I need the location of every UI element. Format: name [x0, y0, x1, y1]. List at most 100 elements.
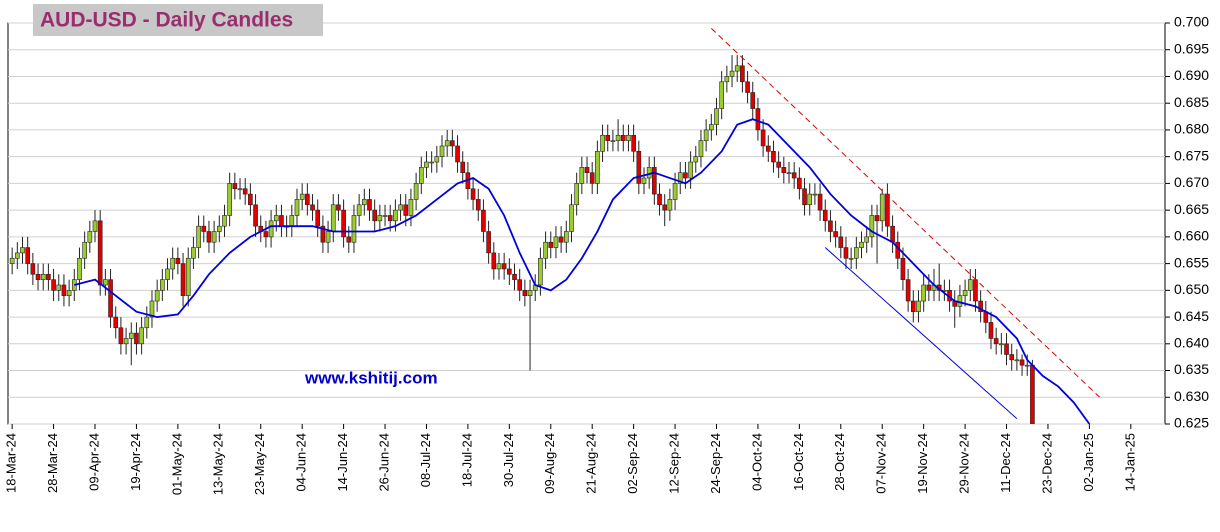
candle-body [755, 108, 761, 131]
candle-body [123, 338, 129, 345]
candle-body [620, 134, 626, 141]
candle-body [470, 188, 476, 200]
candle-body [9, 257, 15, 264]
candle-body [864, 236, 870, 243]
title-box [33, 4, 323, 36]
candle-body [149, 300, 155, 318]
x-tick-label: 12-Sep-24 [666, 433, 681, 494]
y-tick-label: 0.645 [1174, 308, 1209, 324]
candle-body [610, 140, 616, 142]
candle-body [714, 108, 719, 125]
candle-body [729, 70, 735, 77]
candle-body [683, 172, 688, 179]
candle-body [336, 204, 341, 211]
candle-body [527, 290, 533, 296]
candle-body [455, 145, 460, 163]
candle-body [128, 332, 134, 339]
x-tick-label: 28-Mar-24 [45, 433, 60, 493]
candle-body [910, 300, 916, 313]
candle-body [398, 204, 403, 211]
candle-body [429, 161, 434, 164]
candle-body [993, 338, 999, 345]
x-tick-label: 23-May-24 [252, 433, 267, 495]
candle-body [134, 332, 139, 345]
candle-body [600, 134, 605, 152]
candle-body [82, 241, 87, 259]
candle-body [481, 209, 486, 232]
x-tick-label: 30-Jul-24 [501, 433, 516, 487]
trend-line [824, 247, 1018, 420]
candle-body [734, 65, 740, 72]
candle-body [367, 199, 372, 211]
x-tick-label: 26-Jun-24 [376, 433, 391, 492]
candle-body [299, 193, 305, 200]
candle-body [973, 279, 978, 302]
candle-body [999, 343, 1004, 346]
candle-body [859, 241, 864, 248]
candle-body [206, 231, 212, 243]
candle-body [890, 225, 895, 243]
candle-body [693, 156, 699, 163]
candle-body [657, 193, 662, 206]
candle-body [211, 231, 217, 243]
x-tick-label: 04-Jun-24 [294, 433, 309, 492]
candle-body [1014, 359, 1020, 362]
candle-body [786, 172, 792, 175]
candle-body [512, 273, 517, 280]
candle-body [548, 241, 554, 248]
y-tick-label: 0.675 [1174, 147, 1209, 163]
candle-body [273, 215, 279, 222]
x-tick-label: 11-Dec-24 [998, 433, 1013, 493]
candle-body [838, 236, 844, 248]
candle-body [507, 268, 512, 275]
candle-body [372, 209, 377, 222]
candle-body [263, 231, 269, 238]
candle-body [667, 199, 673, 211]
candle-body [325, 231, 331, 243]
candle-body [517, 279, 523, 291]
candle-body [66, 290, 72, 296]
candle-body [724, 76, 730, 83]
candle-body [698, 140, 704, 157]
watermark: www.kshitij.com [304, 368, 438, 387]
candle-body [51, 279, 56, 291]
candle-body [822, 209, 828, 222]
candle-body [46, 273, 51, 280]
candle-body [641, 177, 647, 184]
candle-body [25, 247, 31, 264]
candle-body [688, 161, 693, 179]
candle-body [475, 199, 481, 211]
x-tick-label: 28-Oct-24 [832, 433, 847, 491]
y-tick-label: 0.650 [1174, 281, 1209, 297]
x-tick-label: 01-May-24 [169, 433, 184, 495]
y-tick-label: 0.635 [1174, 361, 1209, 377]
candle-body [108, 279, 113, 318]
candle-body [294, 199, 300, 216]
candle-body [413, 183, 419, 200]
candle-body [154, 290, 160, 302]
candle-body [771, 151, 776, 163]
candle-body [543, 241, 548, 259]
x-tick-label: 19-Nov-24 [915, 433, 930, 494]
candle-body [444, 140, 450, 147]
candle-body [393, 209, 398, 222]
candle-body [30, 263, 36, 275]
candle-body [921, 284, 926, 302]
candle-body [900, 257, 906, 280]
candle-body [589, 172, 595, 184]
candle-body [1004, 343, 1009, 355]
candle-body [874, 215, 880, 222]
candle-body [92, 220, 98, 232]
candle-body [185, 257, 191, 296]
candle-body [703, 129, 709, 141]
x-tick-label: 02-Jan-25 [1081, 433, 1096, 492]
candle-body [408, 199, 414, 216]
candle-body [310, 204, 315, 211]
candle-body [522, 290, 528, 296]
marks [9, 27, 1101, 424]
candle-body [781, 167, 787, 174]
candle-body [848, 257, 854, 260]
candle-body [315, 209, 321, 227]
candle-body [677, 172, 683, 184]
candle-body [242, 188, 248, 195]
